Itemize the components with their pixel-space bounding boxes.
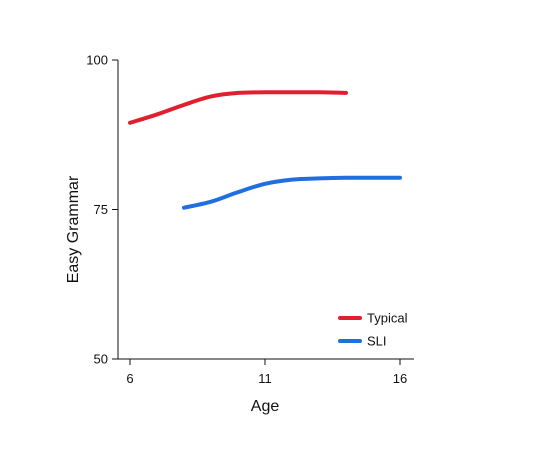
series-line-typical (128, 90, 348, 125)
y-axis-label: Easy Grammar (65, 175, 82, 283)
legend-label-typical: Typical (367, 311, 408, 326)
y-tick-label: 75 (94, 202, 108, 217)
legend: Typical SLI (338, 311, 408, 349)
series-layer (128, 90, 402, 210)
x-ticks: 6 11 16 (126, 359, 407, 386)
legend-label-sli: SLI (367, 334, 387, 349)
x-tick-label: 11 (258, 371, 272, 386)
y-tick-label: 50 (94, 352, 108, 367)
x-tick-label: 16 (393, 371, 407, 386)
x-tick-label: 6 (126, 371, 133, 386)
y-ticks: 50 75 100 (86, 53, 118, 367)
y-tick-label: 100 (86, 53, 108, 68)
x-axis-label: Age (251, 398, 280, 415)
series-line-sli (182, 175, 402, 210)
